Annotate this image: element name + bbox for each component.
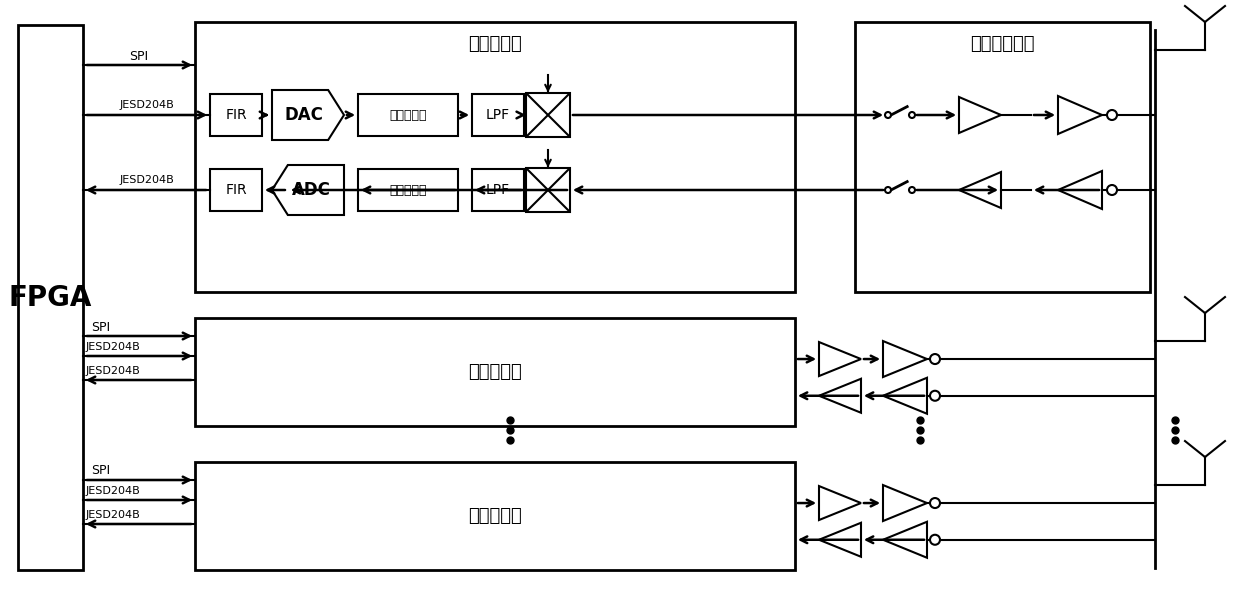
Polygon shape [526,168,570,212]
Text: JESD204B: JESD204B [119,100,174,110]
Text: FIR: FIR [226,108,247,122]
Text: DAC: DAC [285,106,324,124]
Polygon shape [959,172,1001,208]
Text: JESD204B: JESD204B [86,510,140,520]
Circle shape [930,391,940,401]
Polygon shape [1058,96,1102,134]
Text: 射频收发器: 射频收发器 [469,363,522,381]
Text: SPI: SPI [129,49,149,62]
Bar [195,462,795,570]
Circle shape [885,187,892,193]
Polygon shape [818,379,861,413]
Circle shape [930,535,940,545]
Text: 正交下变频: 正交下变频 [389,183,427,196]
Polygon shape [818,486,861,520]
Text: 射频收发器: 射频收发器 [469,507,522,525]
Text: 射频前端模块: 射频前端模块 [970,35,1034,53]
Bar [358,169,458,211]
Bar [472,94,525,136]
Text: FIR: FIR [226,183,247,197]
Bar [472,169,525,211]
Text: JESD204B: JESD204B [86,486,140,496]
Circle shape [930,354,940,364]
Bar [195,22,795,292]
Polygon shape [272,90,343,140]
Circle shape [930,498,940,508]
Text: SPI: SPI [92,465,110,478]
Polygon shape [883,522,928,558]
Text: LPF: LPF [486,108,510,122]
Circle shape [885,112,892,118]
Polygon shape [883,378,928,414]
Polygon shape [883,341,928,377]
Circle shape [909,112,915,118]
Text: JESD204B: JESD204B [119,175,174,185]
Polygon shape [1058,171,1102,209]
Polygon shape [883,485,928,521]
Circle shape [1107,110,1117,120]
Text: JESD204B: JESD204B [86,342,140,352]
Bar [195,318,795,426]
Bar [856,22,1149,292]
Circle shape [909,187,915,193]
Bar [358,94,458,136]
Bar [210,169,262,211]
Polygon shape [818,523,861,557]
Text: 射频收发器: 射频收发器 [469,35,522,53]
Text: ADC: ADC [293,181,331,199]
Text: FPGA: FPGA [9,283,92,312]
Circle shape [1107,185,1117,195]
Text: LPF: LPF [486,183,510,197]
Text: 正交上变频: 正交上变频 [389,108,427,121]
Polygon shape [526,93,570,137]
Polygon shape [272,165,343,215]
Bar [210,94,262,136]
Polygon shape [959,97,1001,133]
Text: JESD204B: JESD204B [86,366,140,376]
Bar [19,25,83,570]
Polygon shape [818,342,861,376]
Text: SPI: SPI [92,321,110,334]
